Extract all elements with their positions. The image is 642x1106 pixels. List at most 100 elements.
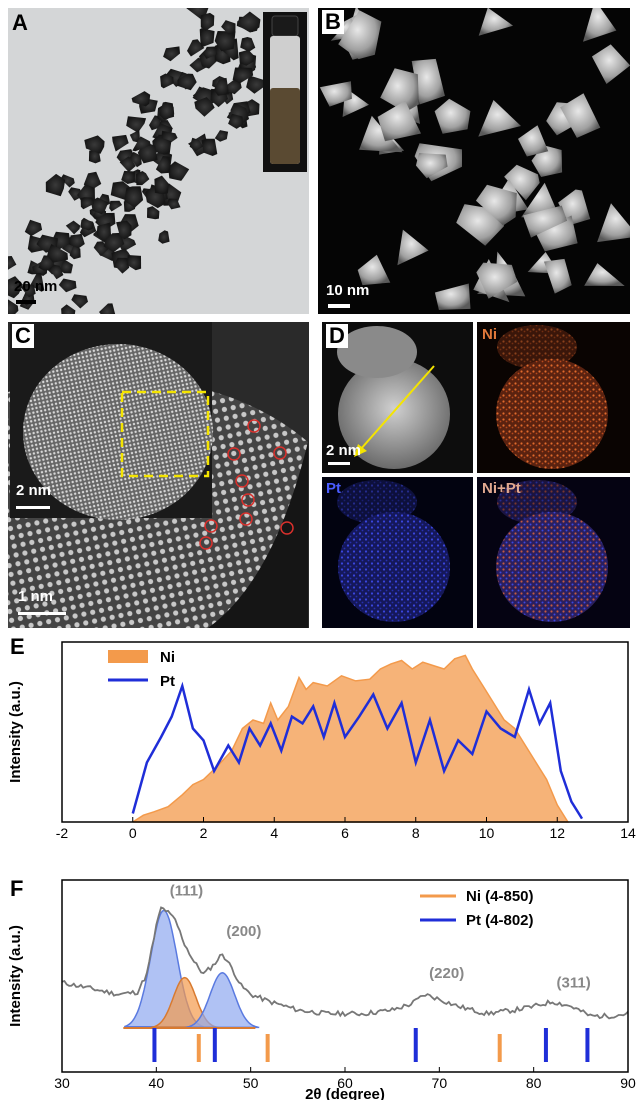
nanoparticle [84,135,105,154]
panel-d: D 2 nm Ni Pt Ni+Pt [322,322,630,628]
panel-d-scale-bar [328,462,350,465]
xrd-pattern [61,906,629,1020]
panel-c-letter: C [12,324,34,348]
nanoparticle [357,254,391,286]
nanoparticle [338,10,382,60]
nanoparticle [80,217,94,231]
panel-b-scale-label: 10 nm [326,282,370,299]
eds-pt-map [338,512,450,622]
nanoparticle [159,101,175,120]
bright-nanoparticles [319,8,630,310]
x-tick-label: 40 [149,1075,165,1091]
nanoparticle [99,303,116,314]
nanoparticle [214,77,229,96]
nanoparticle [201,138,218,156]
nanoparticle [434,283,471,310]
nanoparticle [475,184,517,226]
panel-a-scale-label: 20 nm [14,278,58,295]
x-tick-label: 70 [432,1075,448,1091]
panel-f-letter: F [10,876,24,901]
nanoparticle [518,125,549,157]
nanoparticle [187,39,205,57]
panel-d-scale-label: 2 nm [326,442,362,459]
panel-a-tem-image [8,8,307,314]
nanoparticle [236,11,261,33]
nanoparticle [69,233,85,249]
panel-c-atomic-image [8,322,308,628]
nanoparticle [583,8,617,42]
legend-pt-label: Pt [160,673,175,690]
nanoparticle [71,294,88,309]
panel-d-letter: D [326,324,348,348]
x-tick-label: -2 [56,825,69,840]
x-tick-label: 6 [341,825,349,840]
nanoparticle [121,170,135,184]
nanoparticle [116,220,132,240]
panel-a-scale-bar [16,300,36,304]
panel-e-letter: E [10,634,25,659]
nanoparticle [136,171,150,186]
nanoparticle [116,149,135,165]
nanoparticle [24,219,43,237]
vial-cap [271,15,299,37]
nanoparticle [80,197,94,210]
panel-a: A 20 nm [8,8,309,314]
x-tick-label: 14 [620,825,636,840]
nanoparticle [147,206,160,220]
nanoparticle [119,156,136,173]
y-axis-label: Intensity (a.u.) [7,925,24,1027]
ni-reference-line [196,1034,201,1062]
x-tick-label: 60 [337,1075,353,1091]
nanoparticle [476,262,518,299]
nanoparticle [131,91,151,107]
nanoparticle [49,264,64,280]
nanoparticle [203,46,218,59]
eds-mix-map [496,512,608,622]
eds-nipt-label: Ni+Pt [482,480,521,497]
nanoparticle [478,100,521,137]
pt-reference-line [152,1028,157,1062]
nanoparticle [129,129,141,143]
nanoparticle [8,276,23,299]
ni-reference-line [265,1034,270,1062]
eds-ni-map [496,359,608,469]
nanoparticle [103,232,125,253]
nanoparticle [591,44,630,84]
pt-reference-line [543,1028,548,1062]
nanoparticle [535,215,578,252]
nanoparticle [126,255,142,271]
nanoparticle [415,153,448,179]
nanoparticle [397,229,429,266]
nanoparticle [544,258,572,294]
x-tick-label: 0 [129,825,137,840]
nanoparticle [584,263,625,286]
nanoparticle [163,46,180,62]
nanoparticle [194,97,215,117]
x-tick-label: 10 [479,825,495,840]
panel-b-haadf-image [319,8,630,310]
eds-haadf-particle [338,359,450,469]
panel-c: C 2 nm 1 nm [8,322,309,628]
nanoparticle [238,49,255,66]
pt-line [131,681,584,820]
inset-particle [23,344,213,520]
nanoparticle [155,156,171,174]
zoom-region-box [120,390,210,478]
line-scan-chart: -202468101214Scan Distance (nm)Intensity… [7,641,636,840]
panel-c-scale-bar [18,612,66,615]
legend-ni-label: Ni [160,649,175,666]
eds-pt-label: Pt [326,480,341,497]
nanoparticle [214,130,229,142]
nanoparticle [319,81,352,107]
eds-pt-neighbor [337,480,417,524]
nanoparticle [377,100,421,142]
pt-reference-line [212,1028,217,1062]
nanoparticle [411,58,445,105]
legend-ni-label: Ni (4-850) [466,888,534,905]
panel-c-scale-label: 1 nm [18,588,54,605]
x-axis-label: 2θ (degree) [305,1086,385,1100]
nanoparticle [158,230,170,244]
pt-reference-line [585,1028,590,1062]
x-tick-label: 80 [526,1075,542,1091]
nanoparticle [109,200,123,212]
